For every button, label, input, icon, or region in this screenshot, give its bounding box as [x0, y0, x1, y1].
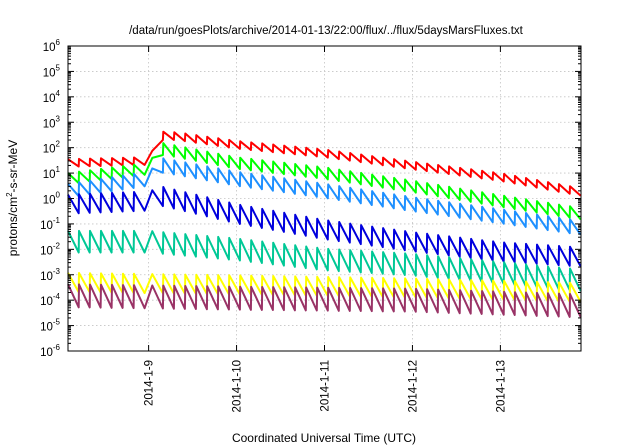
y-tick-exponent: 1	[56, 165, 61, 174]
y-tick-label: 10-4	[40, 292, 60, 308]
y-tick-label: 106	[43, 38, 61, 54]
y-tick-exponent: 6	[56, 38, 61, 47]
y-tick-labels: 10-610-510-410-310-210-11001011021031041…	[40, 38, 60, 359]
y-axis-label-sup: 2	[5, 192, 14, 197]
y-tick-label: 101	[43, 165, 61, 181]
flux-series-line	[67, 157, 582, 236]
x-tick-label: 2014-1-10	[232, 360, 244, 412]
y-tick-exponent: -5	[53, 318, 61, 327]
flux-series-line	[67, 229, 582, 292]
y-tick-exponent: 4	[56, 89, 61, 98]
y-tick-exponent: 0	[56, 191, 61, 200]
y-tick-label: 10-1	[40, 216, 60, 232]
y-tick-label: 103	[43, 114, 61, 130]
flux-series-line	[67, 186, 582, 267]
flux-series-line	[67, 283, 582, 318]
y-tick-base: 10	[43, 195, 56, 207]
x-tick-labels: 2014-1-9 2014-1-10 2014-1-11 2014-1-12 2014-…	[144, 360, 508, 412]
y-tick-label: 102	[43, 140, 61, 156]
flux-series-line	[67, 130, 582, 197]
y-tick-exponent: -3	[53, 267, 61, 276]
y-axis-label-suffix: -s-sr-MeV	[6, 140, 20, 193]
y-tick-label: 10-6	[40, 343, 60, 359]
flux-series-line	[67, 142, 582, 221]
y-tick-base: 10	[43, 67, 56, 79]
y-tick-label: 10-3	[40, 267, 60, 283]
y-axis-label: protons/cm2-s-sr-MeV	[5, 140, 20, 256]
y-tick-base: 10	[43, 42, 56, 54]
y-tick-base: 10	[40, 296, 53, 308]
x-tick-label: 2014-1-9	[144, 360, 156, 406]
y-tick-exponent: 3	[56, 114, 61, 123]
y-tick-label: 100	[43, 191, 61, 207]
grid	[68, 46, 581, 351]
y-tick-label: 10-5	[40, 318, 60, 334]
x-tick-label: 2014-1-11	[320, 360, 332, 412]
x-axis-label: Coordinated Universal Time (UTC)	[232, 431, 416, 445]
y-tick-base: 10	[40, 271, 53, 283]
y-tick-base: 10	[43, 93, 56, 105]
y-tick-exponent: -2	[53, 241, 61, 250]
y-tick-exponent: -4	[53, 292, 61, 301]
y-axis-label-prefix: protons/cm	[6, 197, 20, 256]
y-tick-base: 10	[43, 118, 56, 130]
x-tick-label: 2014-1-12	[407, 360, 419, 412]
y-tick-label: 10-2	[40, 241, 60, 257]
chart-title: /data/run/goesPlots/archive/2014-01-13/2…	[129, 25, 524, 37]
y-tick-exponent: -6	[53, 343, 61, 352]
y-tick-base: 10	[40, 322, 53, 334]
y-tick-base: 10	[40, 220, 53, 232]
y-tick-exponent: -1	[53, 216, 61, 225]
y-tick-label: 105	[43, 63, 61, 79]
y-tick-base: 10	[43, 169, 56, 181]
plot-frame	[67, 45, 582, 352]
y-tick-base: 10	[40, 245, 53, 257]
x-tick-label: 2014-1-13	[495, 360, 507, 412]
y-tick-base: 10	[43, 144, 56, 156]
y-tick-exponent: 2	[56, 140, 61, 149]
y-tick-exponent: 5	[56, 63, 61, 72]
series-layer	[67, 130, 582, 318]
y-tick-base: 10	[40, 347, 53, 359]
y-tick-label: 104	[43, 89, 61, 105]
